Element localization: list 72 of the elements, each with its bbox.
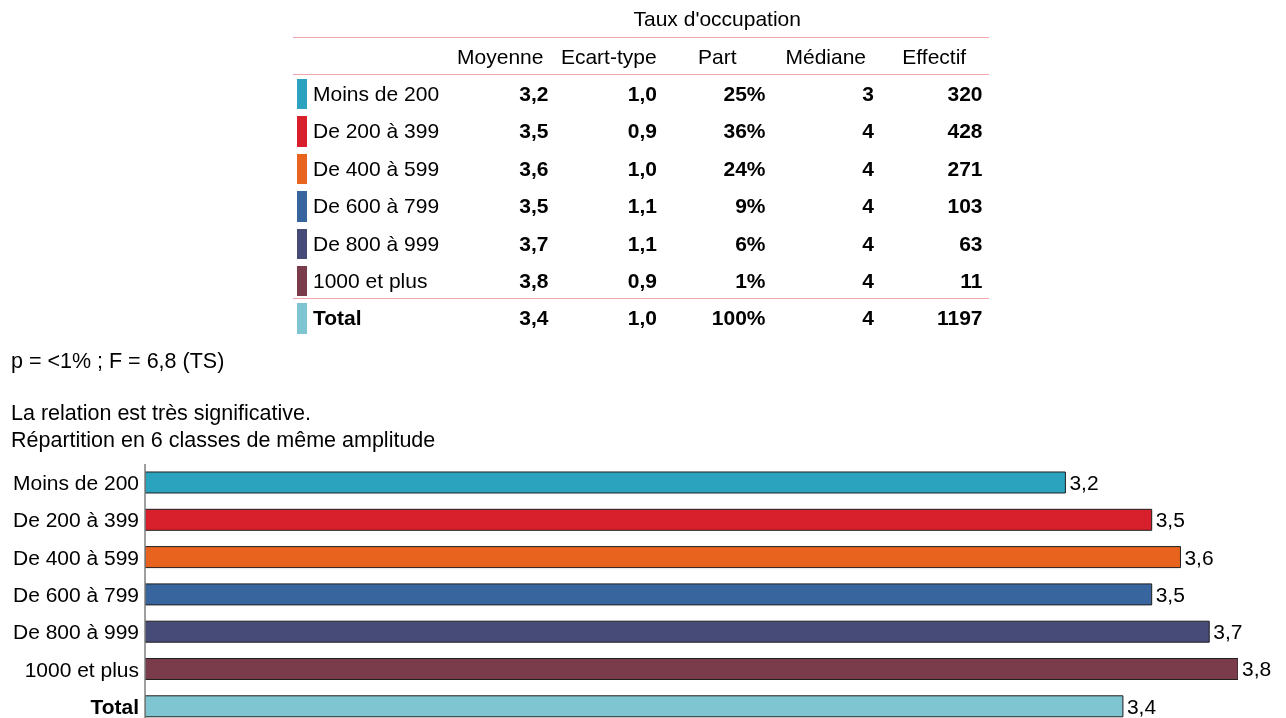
data-label: 3,7	[1213, 620, 1243, 644]
data-label: 3,6	[1184, 545, 1214, 569]
text: Effectif	[901, 44, 968, 70]
data-label: 3,4	[1126, 694, 1157, 718]
y-tick-label: Moins de 200	[13, 471, 140, 495]
category-label: De 600 à 799	[313, 193, 440, 220]
bar	[145, 620, 1210, 643]
text: Taux d'occupation	[632, 6, 802, 32]
y-tick-label: De 200 à 399	[13, 508, 140, 532]
data-label: 3	[861, 81, 875, 107]
y-tick-label: 1000 et plus	[24, 657, 140, 681]
data-label: 3,7	[518, 230, 550, 257]
category-label: 1000 et plus	[313, 268, 428, 294]
data-label: 0,9	[626, 268, 658, 294]
data-label: 3,5	[518, 193, 550, 220]
data-label: 3,2	[1069, 471, 1099, 494]
y-tick-label: De 400 à 599	[13, 545, 140, 569]
bar	[145, 695, 1124, 718]
category-label: De 400 à 599	[313, 155, 440, 182]
data-label: 4	[861, 268, 875, 294]
data-label: 1,1	[626, 193, 658, 220]
data-label: 3,5	[1155, 582, 1185, 606]
data-label: 428	[946, 118, 984, 145]
data-label: 100%	[710, 305, 767, 332]
data-label: 1197	[935, 305, 984, 332]
data-label: 4	[861, 155, 875, 182]
y-tick-label: Total	[90, 694, 140, 718]
data-label: 6%	[734, 230, 767, 257]
text: Moyenne	[456, 44, 545, 70]
text: Part	[697, 44, 738, 70]
text: Répartition en 6 classes de même amplitude	[11, 427, 436, 453]
data-label: 4	[861, 305, 875, 332]
bar	[145, 546, 1181, 569]
text: Ecart-type	[559, 44, 658, 70]
bar	[145, 508, 1153, 531]
text: Médiane	[784, 44, 868, 70]
data-label: 4	[861, 193, 875, 220]
data-label: 1%	[734, 268, 767, 294]
data-label: 3,8	[518, 268, 550, 294]
data-label: 271	[946, 155, 984, 182]
category-label: Total	[313, 305, 362, 332]
data-label: 3,4	[518, 305, 550, 332]
data-label: 63	[958, 230, 984, 257]
data-label: 1,0	[626, 81, 658, 107]
data-label: 1,0	[626, 305, 658, 332]
data-label: 11	[959, 268, 984, 294]
bar	[145, 658, 1238, 680]
data-label: 3,5	[518, 118, 550, 145]
data-label: 3,5	[1155, 508, 1185, 532]
y-tick-label: De 600 à 799	[13, 583, 140, 607]
data-label: 1,1	[626, 230, 658, 257]
text: p = <1% ; F = 6,8 (TS)	[11, 348, 225, 374]
bar	[145, 583, 1153, 606]
category-label: Moins de 200	[313, 81, 440, 107]
category-label: De 800 à 999	[313, 230, 440, 257]
data-label: 24%	[722, 155, 767, 182]
data-label: 103	[946, 193, 984, 220]
text: La relation est très significative.	[11, 400, 311, 426]
data-label: 9%	[734, 193, 767, 220]
y-tick-label: De 800 à 999	[13, 620, 140, 644]
data-label: 25%	[722, 81, 767, 107]
category-label: De 200 à 399	[313, 118, 440, 145]
data-label: 4	[861, 230, 875, 257]
data-label: 3,6	[518, 155, 550, 182]
data-label: 320	[946, 81, 984, 107]
data-label: 0,9	[626, 118, 658, 145]
data-label: 1,0	[626, 155, 658, 182]
data-label: 3,8	[1241, 657, 1272, 681]
data-label: 4	[861, 118, 875, 145]
data-label: 3,2	[518, 81, 550, 107]
data-label: 36%	[722, 118, 767, 145]
bar	[145, 471, 1066, 494]
